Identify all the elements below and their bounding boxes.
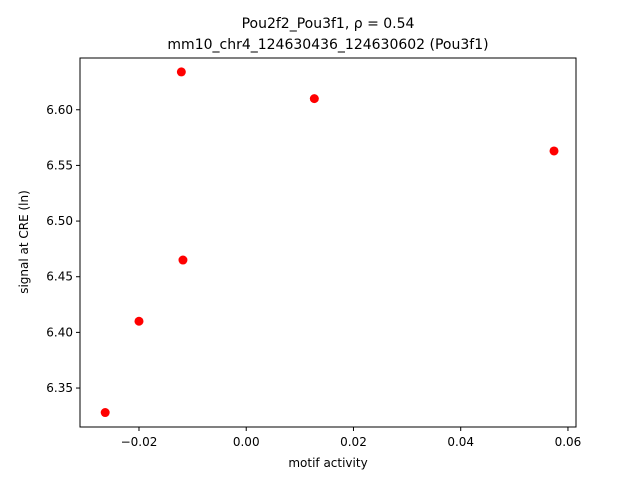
plot-frame [79,57,577,428]
y-tick-label: 6.60 [46,103,73,117]
data-point-2 [134,316,144,326]
y-tick-label: 6.50 [46,214,73,228]
x-axis-ticks: −0.02 0.00 0.02 0.04 0.06 [121,427,582,449]
data-point-4 [176,67,186,77]
x-axis-label: motif activity [288,456,367,470]
y-tick-label: 6.45 [46,270,73,284]
data-point-5 [309,94,319,104]
x-tick-label: 0.04 [447,435,474,449]
x-tick-label: 0.00 [233,435,260,449]
y-tick-label: 6.55 [46,158,73,172]
chart-title-line1: Pou2f2_Pou3f1, ρ = 0.54 [242,16,415,32]
data-point-6 [549,146,559,156]
x-tick-label: 0.02 [340,435,367,449]
y-axis-label: signal at CRE (ln) [17,190,31,294]
data-point-3 [178,255,188,265]
y-axis-ticks: 6.35 6.40 6.45 6.50 6.55 6.60 [46,103,80,395]
chart-title-line2: mm10_chr4_124630436_124630602 (Pou3f1) [167,37,488,53]
data-points [100,67,559,418]
x-tick-label: 0.06 [555,435,582,449]
data-point-1 [100,408,110,418]
y-tick-label: 6.35 [46,381,73,395]
y-tick-label: 6.40 [46,325,73,339]
x-tick-label: −0.02 [121,435,158,449]
